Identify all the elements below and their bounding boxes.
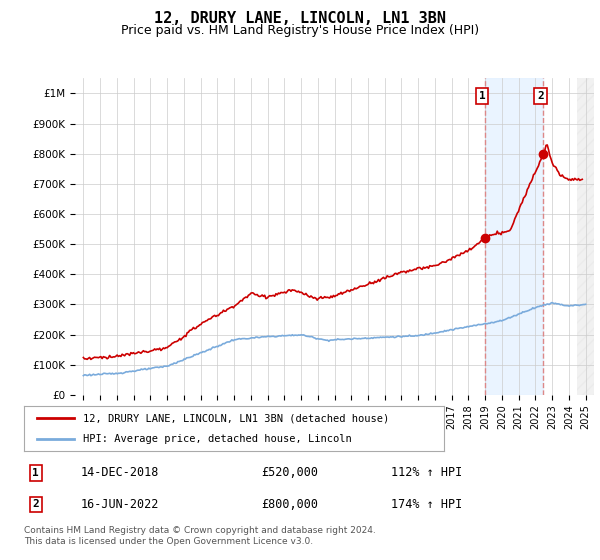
Text: 2: 2 [537, 91, 544, 101]
Text: 1: 1 [32, 468, 39, 478]
Text: 2: 2 [32, 500, 39, 509]
Text: £800,000: £800,000 [261, 498, 318, 511]
Text: £520,000: £520,000 [261, 466, 318, 479]
Bar [485, 78, 543, 395]
Text: 174% ↑ HPI: 174% ↑ HPI [391, 498, 462, 511]
Text: Price paid vs. HM Land Registry's House Price Index (HPI): Price paid vs. HM Land Registry's House … [121, 24, 479, 36]
Text: Contains HM Land Registry data © Crown copyright and database right 2024.
This d: Contains HM Land Registry data © Crown c… [24, 526, 376, 546]
Text: 16-JUN-2022: 16-JUN-2022 [80, 498, 159, 511]
Text: 12, DRURY LANE, LINCOLN, LN1 3BN: 12, DRURY LANE, LINCOLN, LN1 3BN [154, 11, 446, 26]
Bar [577, 78, 594, 395]
Text: 12, DRURY LANE, LINCOLN, LN1 3BN (detached house): 12, DRURY LANE, LINCOLN, LN1 3BN (detach… [83, 413, 389, 423]
Text: HPI: Average price, detached house, Lincoln: HPI: Average price, detached house, Linc… [83, 433, 352, 444]
Text: 14-DEC-2018: 14-DEC-2018 [80, 466, 159, 479]
Text: 112% ↑ HPI: 112% ↑ HPI [391, 466, 462, 479]
Text: 1: 1 [479, 91, 485, 101]
